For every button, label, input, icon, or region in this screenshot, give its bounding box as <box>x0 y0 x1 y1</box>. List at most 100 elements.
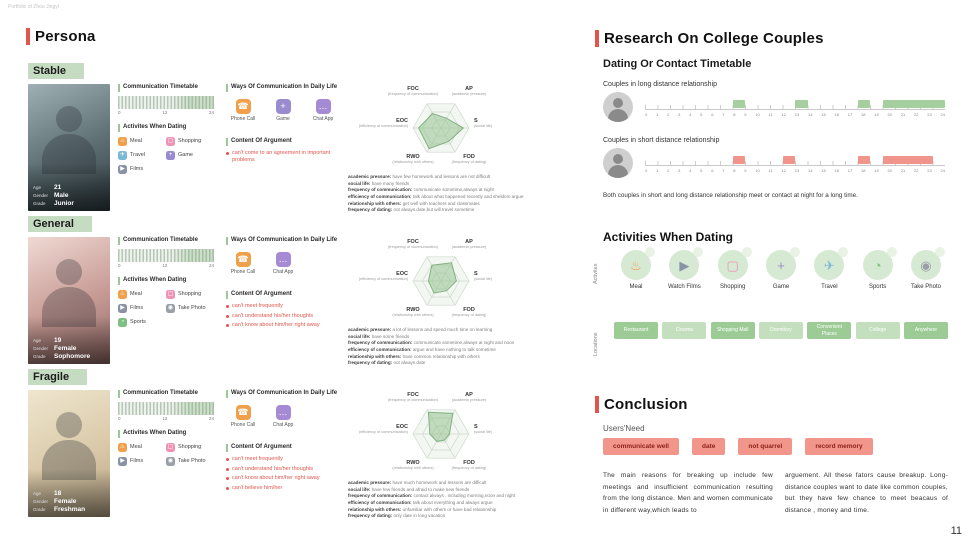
detail-text: communicate sometime,always at night and… <box>413 340 515 346</box>
timeline-block <box>882 155 933 164</box>
persona-detail-line: social life: have some friends <box>348 334 544 341</box>
hour-tick-label: 9 <box>744 111 747 117</box>
communication-way-icon: ☎ <box>235 98 251 114</box>
tick-label: 12 <box>162 262 168 268</box>
profile-value: Junior <box>54 200 74 207</box>
detail-text: get well with teachers and classmates <box>402 200 480 206</box>
hour-tick-label: 16 <box>834 111 839 117</box>
axis-description: (frequency of communication) <box>388 398 439 403</box>
communication-way-item: ☎ Phone Call <box>228 251 258 284</box>
persona-mid-column: Communication Timetable 0 12 24 Activites … <box>118 84 218 211</box>
radar-axis-label: S (social life) <box>474 118 530 129</box>
hour-tick-label: 10 <box>755 111 760 117</box>
axis-abbreviation: FOC <box>407 239 419 245</box>
activity-label: Sports <box>130 319 146 326</box>
activity-label: Game <box>772 284 790 290</box>
activities-icon-row: ♨ Meal ▶ Watch Films ▢ Shopping + Game ✈… <box>614 247 948 290</box>
timeline-block <box>857 155 870 164</box>
radar-axis-label: FOC (frequency of communication) <box>388 392 438 403</box>
timetable-subtitle: Dating Or Contact Timetable <box>603 58 752 70</box>
detail-term: relationship with others: <box>348 200 402 206</box>
hour-tick-label: 7 <box>722 167 725 173</box>
axis-abbreviation: RWO <box>406 154 420 160</box>
tick-label: 24 <box>208 109 214 115</box>
user-needs-list: communicate well date not quarrel record me… <box>603 438 873 455</box>
persona-card-stable: Age 21 Gender Male Grade Junior Communic… <box>28 84 546 213</box>
profile-line: Age 21 <box>33 184 74 191</box>
hour-tick-label: 18 <box>861 111 866 117</box>
persona-label-general: General <box>28 216 92 232</box>
user-need-tag: date <box>692 438 726 455</box>
activity-icon: ◔ <box>118 317 127 327</box>
communication-way-label: Chat App <box>272 268 294 275</box>
persona-ways-column: Ways Of Communication In Daily Life ☎ Ph… <box>226 390 338 517</box>
axis-abbreviation: AP <box>465 86 473 92</box>
activity-circle: ▶ <box>669 247 704 280</box>
radar-chart <box>412 103 470 153</box>
radar-axis-label: RWO (relationship with others) <box>388 307 438 318</box>
tick-label: 0 <box>118 109 121 115</box>
hour-tick-label: 18 <box>861 167 866 173</box>
location-badge: Restaurant <box>614 322 658 339</box>
persona-detail-line: academic pressure: have few homework and… <box>348 174 544 181</box>
dating-activities-list: ♨ Meal ▢ Shopping ▶ Films ◉ Take Photo ◔… <box>118 289 218 327</box>
argument-title: Content Of Argument <box>226 443 338 452</box>
detail-term: frequency of communication: <box>348 340 413 346</box>
timeline-hour-labels: 0 1 2 3 4 5 6 7 8 9 10 11 12 13 14 15 16 17 18 19 20 21 22 23 24 <box>645 112 945 117</box>
short-distance-label: Couples in short distance relationship <box>603 137 720 144</box>
detail-text: have some friends <box>371 333 410 339</box>
bullet-dot-icon <box>226 304 229 308</box>
persona-details: academic pressure: have much homework an… <box>348 480 544 520</box>
tick-label: 12 <box>162 415 168 421</box>
axis-abbreviation: FOD <box>463 154 475 160</box>
detail-text: argue and have nothing to talk sometime <box>412 346 496 352</box>
axis-description: (academic pressure) <box>451 398 487 403</box>
users-need-label: Users'Need <box>603 424 645 433</box>
detail-text: have many friends <box>371 180 410 186</box>
detail-text: have few homework and lessons are not di… <box>392 174 491 179</box>
detail-term: frequency of communication: <box>348 493 413 499</box>
dating-activity-item: ✈ Travel <box>807 247 851 290</box>
user-need-tag: communicate well <box>603 438 679 455</box>
axis-description: (academic pressure) <box>451 92 487 97</box>
title-accent-bar <box>595 396 599 413</box>
hour-tick-label: 4 <box>689 111 692 117</box>
radar-chart-block: FOC (frequency of communication) AP (aca… <box>346 390 546 520</box>
timeline-block <box>782 155 795 164</box>
profile-line: Gender Female <box>33 498 85 505</box>
detail-text: contact always , including morning,noon … <box>413 493 516 499</box>
hour-tick-label: 21 <box>900 111 906 117</box>
bullet-dot-icon <box>226 477 229 481</box>
hour-tick-label: 4 <box>689 167 692 173</box>
activity-icon: ▢ <box>166 442 175 452</box>
argument-item: can't meet frequently <box>226 456 338 463</box>
radar-axis-label: S (social life) <box>474 424 530 435</box>
activity-circle: ♨ <box>621 247 655 280</box>
activity-icon: ▢ <box>726 257 739 273</box>
detail-text: not always date,but will travel sometime <box>393 207 475 213</box>
hour-tick-label: 20 <box>887 167 892 173</box>
axis-description: (frequency of communication) <box>388 245 439 250</box>
conclusion-paragraph-left: The main reasons for breaking up include… <box>603 472 773 515</box>
profile-key: Age <box>33 338 42 343</box>
conclusion-paragraph-right: arguement. All these fators cause breaku… <box>785 472 948 515</box>
hour-tick-label: 7 <box>722 111 725 117</box>
axis-abbreviation: AP <box>465 239 473 245</box>
argument-text: can't understand his/her thoughts <box>232 312 314 319</box>
persona-detail-line: relationship with others: have common re… <box>348 354 544 361</box>
activity-item: ◉ Take Photo <box>166 456 214 466</box>
hour-tick-label: 17 <box>847 111 853 117</box>
detail-text: not always date <box>393 360 426 366</box>
detail-text: have much homework and lessons are diffi… <box>392 480 487 485</box>
communication-way-icon: … <box>275 404 291 420</box>
hour-tick-label: 23 <box>927 111 932 117</box>
user-need-tag: record memory <box>805 438 873 455</box>
photo-shade <box>28 469 110 517</box>
activity-icon: ◉ <box>166 303 175 313</box>
activity-icon: ✈ <box>823 257 835 273</box>
axis-description: (relationship with others) <box>392 313 434 318</box>
activity-icon: ◔ <box>873 257 882 273</box>
dating-activity-item: + Game <box>759 247 803 290</box>
activity-icon: ♨ <box>630 257 642 273</box>
detail-term: efficiency of communication: <box>348 499 412 505</box>
